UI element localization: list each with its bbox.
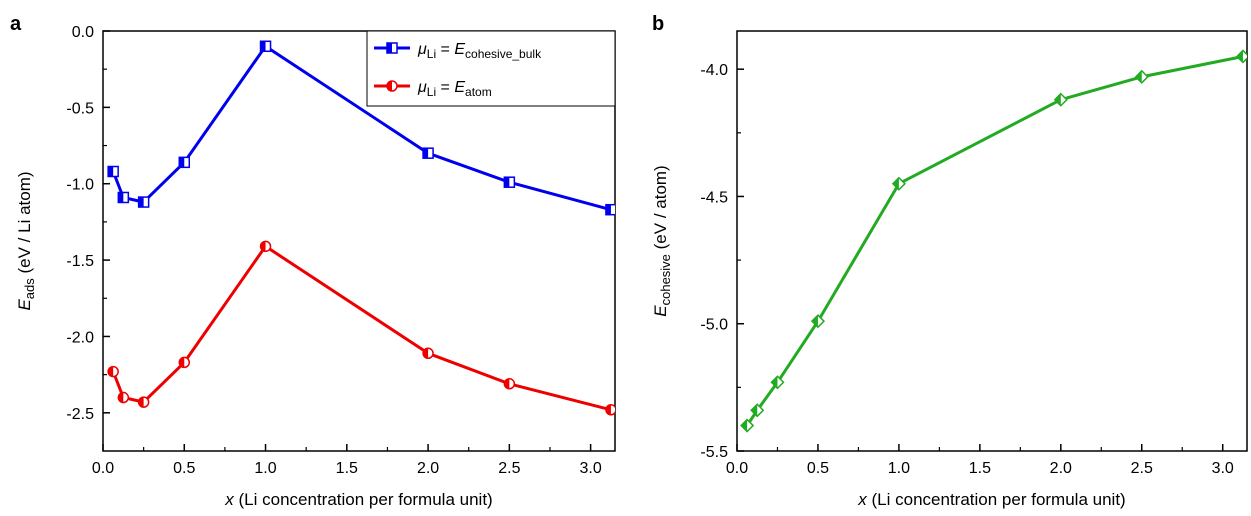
data-point-b-0-0 xyxy=(740,418,755,433)
y-tick-label: -1.0 xyxy=(66,177,94,194)
y-tick-label: -0.5 xyxy=(66,100,94,117)
y-axis-sub-a: ads xyxy=(22,278,37,299)
y-tick-label: -2.0 xyxy=(66,329,94,346)
data-point-a-0-6 xyxy=(503,176,516,188)
plot-frame-a xyxy=(102,30,616,452)
y-axis-sub-b: cohesive xyxy=(658,254,673,305)
y-tick-label: -1.5 xyxy=(66,253,94,270)
data-point-a-0-5 xyxy=(422,147,434,159)
series-group-b xyxy=(740,49,1247,433)
panel-label-a: a xyxy=(10,13,22,35)
data-point-a-0-3 xyxy=(178,156,191,169)
legend: μLi = Ecohesive_bulk μLi = Eatom xyxy=(366,30,616,107)
y-tick-label: -5.5 xyxy=(700,444,728,461)
y-tick-label: 0.0 xyxy=(72,24,94,41)
x-axis-text-a: (Li concentration per formula unit) xyxy=(234,490,493,509)
data-point-a-1-5 xyxy=(422,347,434,360)
legend-marker-symbol-1 xyxy=(386,80,398,92)
x-axis-a: 0.0 0.5 1.0 1.5 2.0 2.5 3.0 xyxy=(92,444,602,477)
y-axis-rest-b: (eV / atom) xyxy=(651,165,670,254)
panel-b: b 0.0 0.5 1.0 1.5 2.0 2.5 3.0 -4.0 -4.5 -5.0 -5.5… xyxy=(651,13,1248,509)
y-axis-title-b: Ecohesive (eV / atom) xyxy=(651,165,673,316)
x-tick-label: 0.0 xyxy=(726,460,748,477)
x-tick-label: 0.0 xyxy=(92,460,114,477)
panel-label-b: b xyxy=(652,13,664,35)
y-tick-label: -2.5 xyxy=(66,406,94,423)
legend-marker-symbol-0 xyxy=(386,42,398,54)
x-axis-title-a: x (Li concentration per formula unit) xyxy=(224,490,492,509)
x-tick-label: 1.5 xyxy=(336,460,358,477)
data-point-a-1-3 xyxy=(178,356,191,369)
legend-marker-blue xyxy=(386,42,398,54)
y-axis-a: 0.0 -0.5 -1.0 -1.5 -2.0 -2.5 xyxy=(66,24,110,423)
legend-marker-red xyxy=(386,80,398,92)
x-tick-label: 3.0 xyxy=(579,460,601,477)
x-axis-text-b: (Li concentration per formula unit) xyxy=(867,490,1126,509)
x-tick-label: 2.5 xyxy=(498,460,520,477)
x-tick-label: 2.0 xyxy=(1050,460,1072,477)
x-axis-var-a: x xyxy=(224,490,234,509)
y-axis-rest-a: (eV / Li atom) xyxy=(15,171,34,278)
y-axis-main-b: E xyxy=(651,305,670,317)
data-point-b-0-7 xyxy=(1235,49,1247,64)
data-point-b-0-2 xyxy=(770,375,785,390)
legend-box xyxy=(366,30,616,107)
data-point-a-0-1 xyxy=(117,191,130,204)
x-tick-label: 1.0 xyxy=(888,460,910,477)
data-point-a-1-7 xyxy=(605,404,615,416)
x-tick-label: 1.5 xyxy=(969,460,991,477)
data-point-a-1-1 xyxy=(117,391,130,404)
legend-label-blue: μLi = Ecohesive_bulk xyxy=(417,41,542,61)
data-point-b-0-6 xyxy=(1134,69,1149,84)
x-tick-label: 1.0 xyxy=(254,460,276,477)
y-axis-main-a: E xyxy=(15,299,34,311)
y-tick-label: -4.0 xyxy=(700,62,728,79)
legend-label-red: μLi = Eatom xyxy=(417,79,492,99)
data-point-a-0-7 xyxy=(605,203,615,216)
y-tick-label: -5.0 xyxy=(700,317,728,334)
data-point-b-0-5 xyxy=(1053,92,1068,107)
plot-frame-b xyxy=(736,30,1248,452)
x-axis-var-b: x xyxy=(857,490,867,509)
x-axis-b: 0.0 0.5 1.0 1.5 2.0 2.5 3.0 xyxy=(726,444,1234,477)
data-point-a-1-6 xyxy=(503,378,516,390)
legend-item-red: μLi = Eatom xyxy=(374,79,492,99)
data-point-a-0-0 xyxy=(107,165,119,178)
data-point-a-1-2 xyxy=(137,396,150,408)
panel-a: a 0.0 0.5 1.0 1.5 2.0 2.5 3.0 0.0 -0.5 -1.0 -1.5 -… xyxy=(10,13,616,509)
data-point-a-0-2 xyxy=(137,196,150,208)
data-point-a-1-0 xyxy=(107,365,119,378)
data-point-a-1-4 xyxy=(259,240,272,253)
data-point-b-0-3 xyxy=(810,314,826,329)
data-point-a-0-4 xyxy=(259,40,272,53)
y-axis-b: -4.0 -4.5 -5.0 -5.5 xyxy=(700,62,744,461)
y-tick-label: -4.5 xyxy=(700,189,728,206)
x-tick-label: 2.0 xyxy=(417,460,439,477)
legend-item-blue: μLi = Ecohesive_bulk xyxy=(374,41,542,61)
x-tick-label: 0.5 xyxy=(173,460,195,477)
data-point-b-0-4 xyxy=(891,176,906,191)
series-line-b-0 xyxy=(745,55,1244,427)
x-tick-label: 0.5 xyxy=(807,460,829,477)
x-tick-label: 2.5 xyxy=(1131,460,1153,477)
series-line-a-1 xyxy=(111,244,612,412)
data-point-b-0-1 xyxy=(750,403,765,418)
x-axis-title-b: x (Li concentration per formula unit) xyxy=(857,490,1125,509)
series-group-a xyxy=(107,40,615,416)
y-axis-title-a: Eads (eV / Li atom) xyxy=(15,171,37,310)
x-tick-label: 3.0 xyxy=(1212,460,1234,477)
